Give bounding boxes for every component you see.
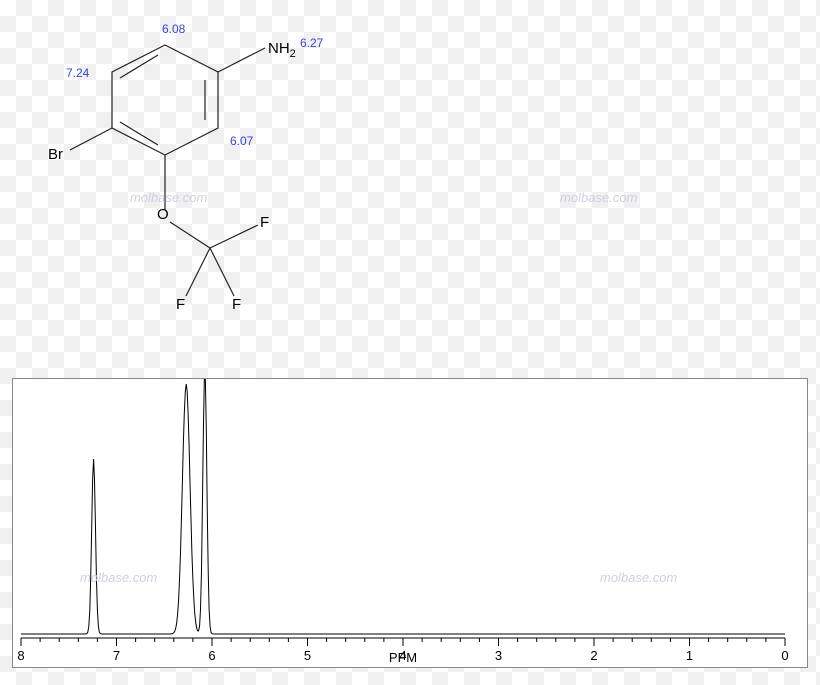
atom-label-f: F xyxy=(176,296,185,313)
atom-label-br: Br xyxy=(48,146,63,163)
chemical-shift-label: 6.08 xyxy=(162,22,185,36)
bond xyxy=(186,248,210,296)
benzene-ring xyxy=(112,45,218,155)
bond xyxy=(218,48,265,72)
x-tick-label: 0 xyxy=(781,648,788,663)
x-tick-label: 3 xyxy=(495,648,502,663)
molecular-structure-svg xyxy=(0,0,820,370)
bond xyxy=(170,222,210,248)
x-tick-label: 7 xyxy=(113,648,120,663)
chemical-shift-label: 6.27 xyxy=(300,36,323,50)
nmr-trace xyxy=(21,379,785,634)
x-tick-label: 2 xyxy=(590,648,597,663)
bond xyxy=(210,225,258,248)
x-tick-label: 5 xyxy=(304,648,311,663)
x-axis-label: PPM xyxy=(389,650,417,665)
x-tick-label: 1 xyxy=(686,648,693,663)
atom-label-o: O xyxy=(157,206,169,223)
nmr-spectrum-panel: 012345678PPM xyxy=(12,378,808,668)
structure-panel: NH2 Br O F F F 6.27 6.08 7.24 6.07 xyxy=(0,0,820,370)
chemical-shift-label: 7.24 xyxy=(66,66,89,80)
bond xyxy=(210,248,234,296)
chemical-shift-label: 6.07 xyxy=(230,134,253,148)
atom-label-f: F xyxy=(232,296,241,313)
atom-label-f: F xyxy=(260,214,269,231)
nmr-spectrum-svg: 012345678PPM xyxy=(13,379,809,669)
bond xyxy=(70,128,112,150)
x-tick-label: 8 xyxy=(17,648,24,663)
atom-label-nh: NH2 xyxy=(268,40,296,60)
x-tick-label: 6 xyxy=(208,648,215,663)
